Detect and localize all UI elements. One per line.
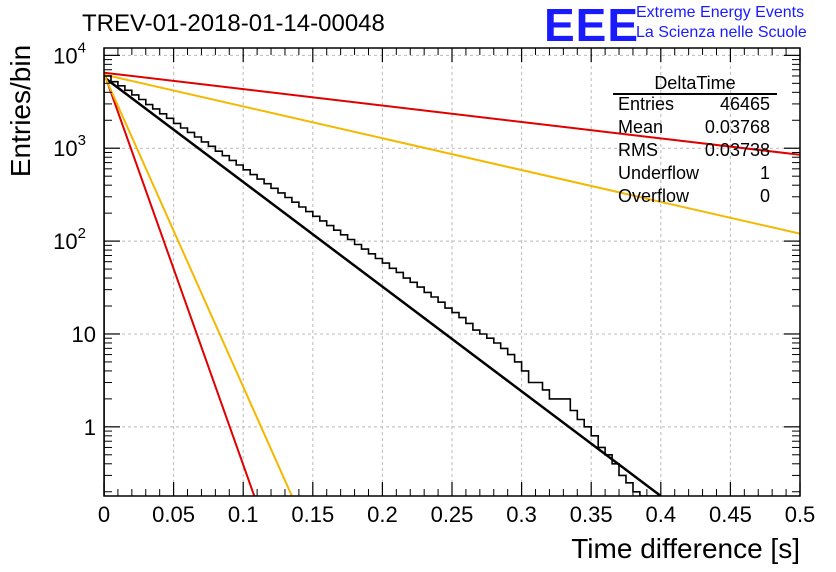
x-tick-label: 0.45 xyxy=(709,502,752,527)
y-tick-label: 103 xyxy=(53,132,86,161)
x-tick-label: 0.05 xyxy=(152,502,195,527)
stats-title: DeltaTime xyxy=(654,73,736,93)
stats-key: Mean xyxy=(618,117,664,137)
x-tick-label: 0.1 xyxy=(228,502,259,527)
y-tick-label: 104 xyxy=(53,39,86,68)
chart-title: TREV-01-2018-01-14-00048 xyxy=(82,10,385,37)
x-tick-label: 0.35 xyxy=(570,502,613,527)
x-tick-label: 0.2 xyxy=(367,502,398,527)
fit-line-2 xyxy=(104,72,256,496)
stats-key: Entries xyxy=(618,94,675,114)
x-tick-label: 0.4 xyxy=(646,502,677,527)
stats-value: 46465 xyxy=(719,94,770,114)
stats-key: Overflow xyxy=(618,186,690,206)
x-tick-label: 0 xyxy=(98,502,110,527)
logo-line-2: La Scienza nelle Scuole xyxy=(636,24,807,41)
y-tick-label: 1 xyxy=(84,415,96,440)
fit-line-3 xyxy=(104,73,800,235)
histogram xyxy=(104,75,661,496)
fit-line-4 xyxy=(104,74,293,496)
stats-key: Underflow xyxy=(618,163,700,183)
stats-value: 0.03768 xyxy=(704,117,770,137)
stats-value: 0.03738 xyxy=(704,140,770,160)
stats-value: 0 xyxy=(759,186,770,206)
stats-divider xyxy=(613,93,777,95)
x-tick-label: 0.5 xyxy=(785,502,816,527)
y-axis-label: Entries/bin xyxy=(5,44,36,178)
y-axis-label-wrap: Entries/bin xyxy=(4,40,38,182)
x-tick-label: 0.25 xyxy=(431,502,474,527)
x-axis-label: Time difference [s] xyxy=(571,533,800,564)
fit-line-0 xyxy=(104,76,662,496)
stats-key: RMS xyxy=(618,140,658,160)
logo-line-1: Extreme Energy Events xyxy=(636,4,805,21)
stats-value: 1 xyxy=(759,163,770,183)
plot-data xyxy=(104,71,800,496)
eee-logo: EEE xyxy=(544,0,640,51)
x-tick-label: 0.15 xyxy=(291,502,334,527)
fit-line-1 xyxy=(104,71,800,156)
x-tick-label: 0.3 xyxy=(506,502,537,527)
y-tick-label: 10 xyxy=(72,322,96,347)
y-tick-label: 102 xyxy=(53,225,86,254)
